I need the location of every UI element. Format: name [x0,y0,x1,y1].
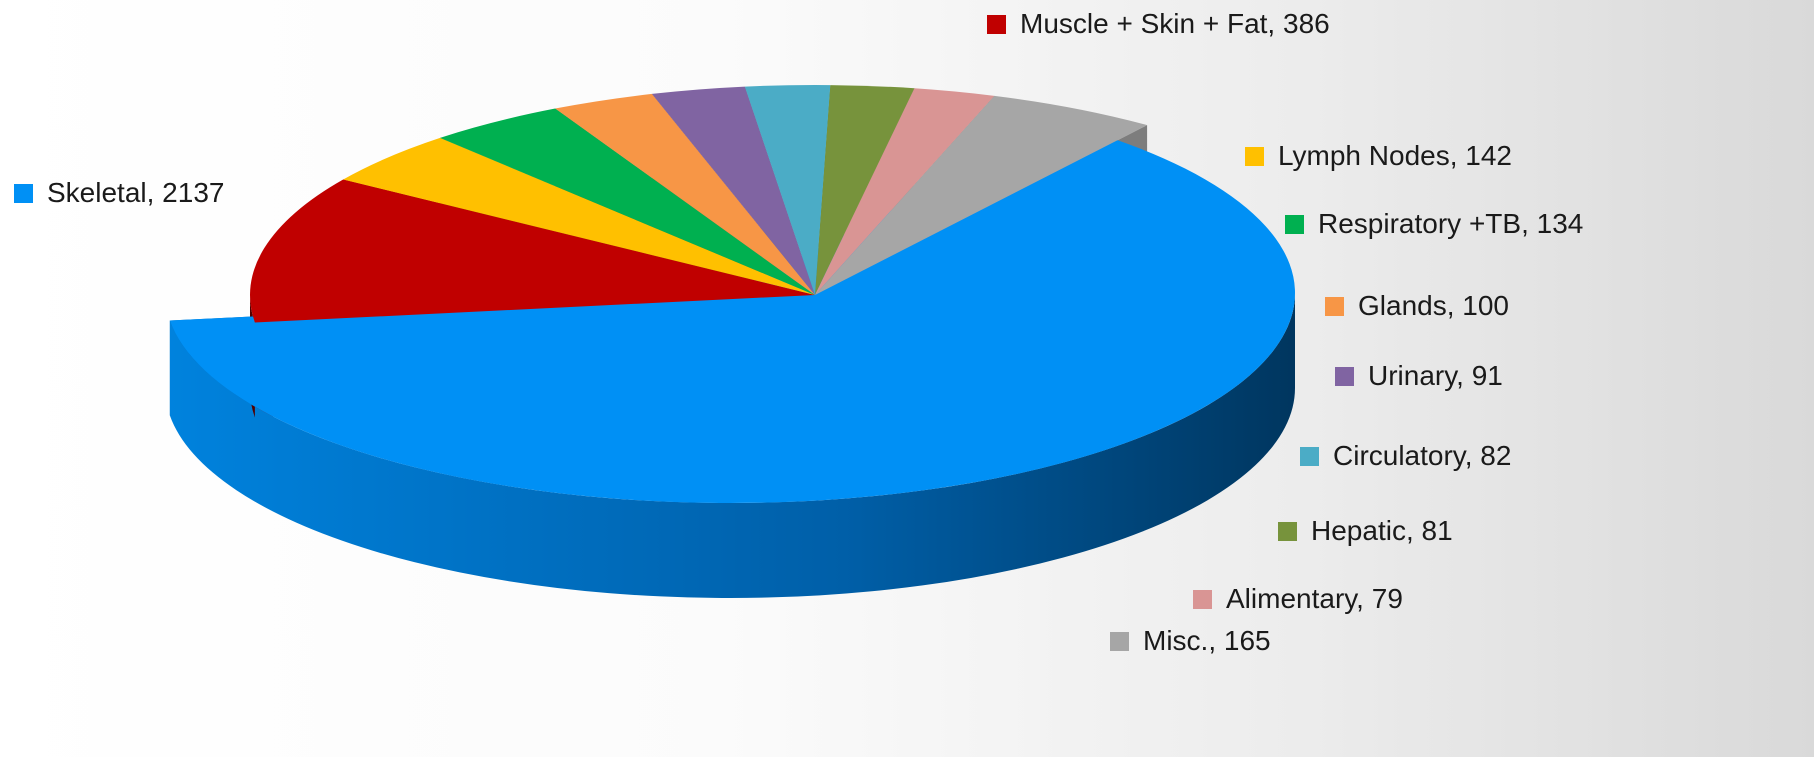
data-label-alimentary: Alimentary, 79 [1193,583,1403,615]
slice-glands [555,93,815,296]
legend-swatch-glands [1325,296,1344,316]
legend-swatch-skeletal [14,183,33,203]
legend-swatch-urinary [1335,366,1354,386]
legend-swatch-circulatory [1300,446,1319,466]
slice-skeletal-side [169,293,1295,598]
slice-skeletal [169,123,1295,503]
slice-muscle-skin-fat [250,179,816,323]
data-label-text: Muscle + Skin + Fat, 386 [1020,8,1330,39]
legend-swatch-alimentary [1193,589,1212,609]
data-label-text: Hepatic, 81 [1311,515,1453,546]
slice-circulatory [744,85,831,295]
slice-hepatic [815,85,915,295]
data-label-glands: Glands, 100 [1325,290,1509,322]
data-label-text: Skeletal, 2137 [47,177,225,208]
data-label-misc: Misc., 165 [1110,625,1271,657]
data-label-muscle-skin-fat: Muscle + Skin + Fat, 386 [987,8,1330,40]
legend-swatch-muscle-skin-fat [987,14,1006,34]
data-label-text: Glands, 100 [1358,290,1509,321]
data-label-urinary: Urinary, 91 [1335,360,1503,392]
slice-misc [815,95,1148,295]
data-label-skeletal: Skeletal, 2137 [14,177,224,209]
data-label-respiratory-tb: Respiratory +TB, 134 [1285,208,1583,240]
legend-swatch-misc [1110,631,1129,651]
data-label-text: Alimentary, 79 [1226,583,1403,614]
data-label-circulatory: Circulatory, 82 [1300,440,1511,472]
legend-swatch-hepatic [1278,521,1297,541]
slice-alimentary [815,88,995,295]
legend-swatch-lymph-nodes [1245,146,1264,166]
legend-swatch-respiratory-tb [1285,214,1304,234]
slice-respiratory-tb [440,108,815,296]
data-label-text: Respiratory +TB, 134 [1318,208,1584,239]
data-label-lymph-nodes: Lymph Nodes, 142 [1245,140,1512,172]
data-label-text: Misc., 165 [1143,625,1271,656]
slice-urinary [651,86,815,295]
slice-lymph-nodes [343,137,815,295]
data-label-text: Urinary, 91 [1368,360,1503,391]
data-label-hepatic: Hepatic, 81 [1278,515,1453,547]
data-label-text: Circulatory, 82 [1333,440,1512,471]
data-label-text: Lymph Nodes, 142 [1278,140,1512,171]
